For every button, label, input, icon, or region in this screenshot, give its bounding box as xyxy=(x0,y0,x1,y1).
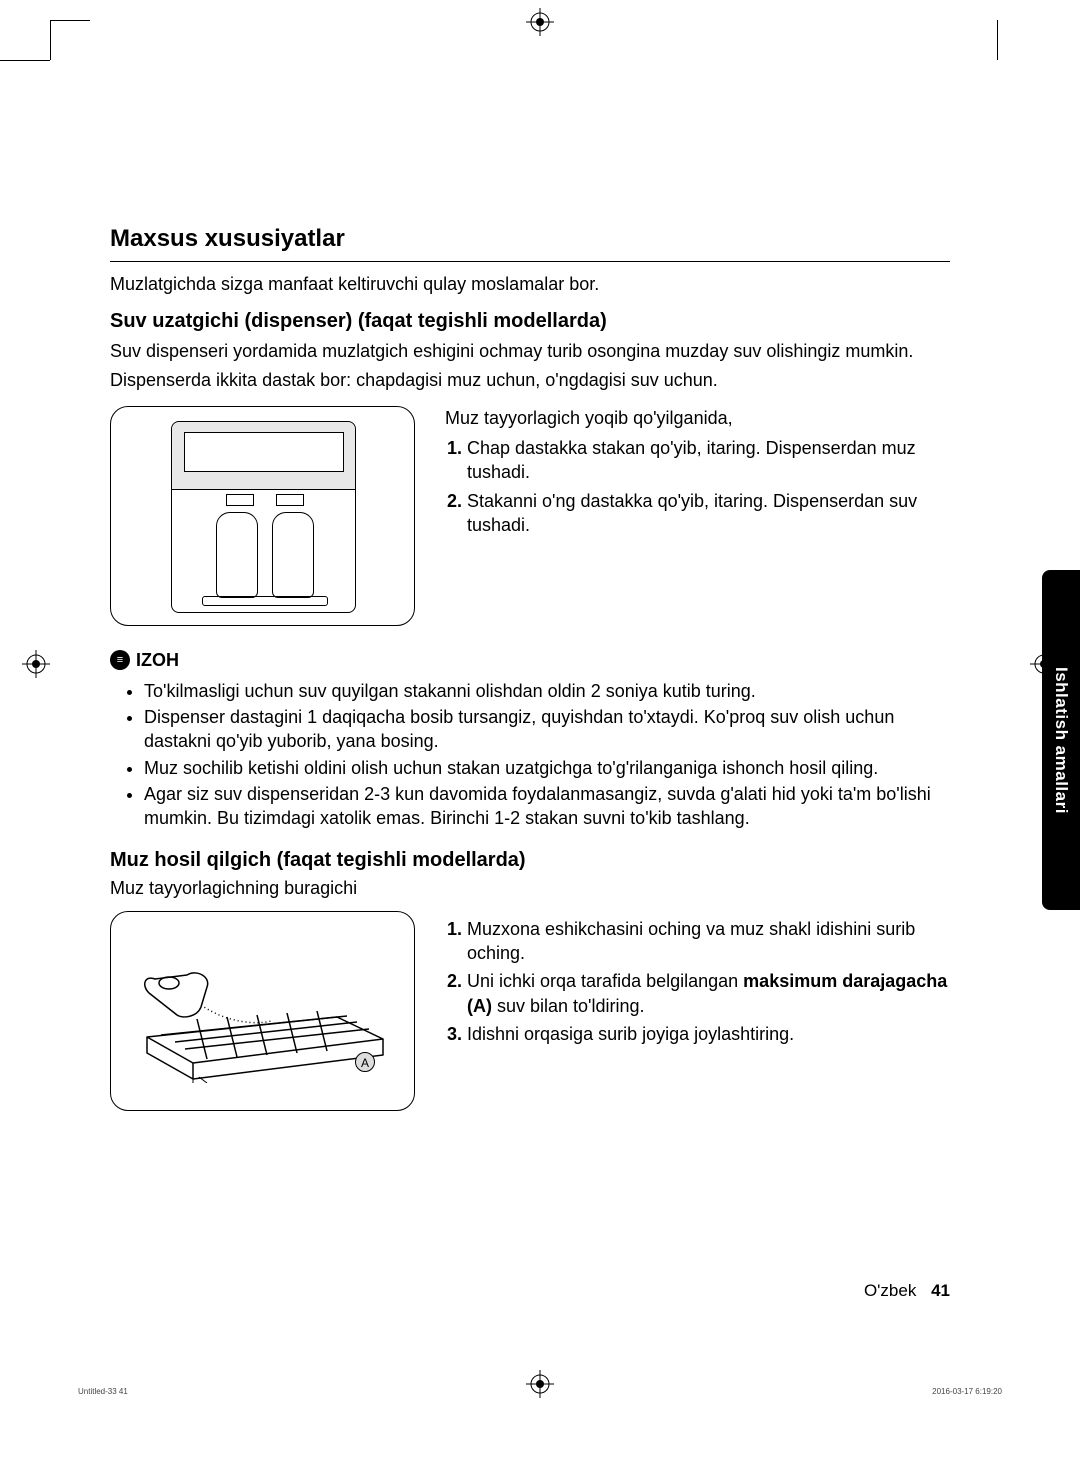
crop-mark xyxy=(50,20,90,60)
icemaker-heading: Muz hosil qilgich (faqat tegishli modell… xyxy=(110,849,950,872)
note-item: To'kilmasligi uchun suv quyilgan stakann… xyxy=(144,679,950,703)
dispenser-step-1: Chap dastakka stakan qo'yib, itaring. Di… xyxy=(467,436,950,485)
ice-tray-icon xyxy=(137,967,389,1083)
note-heading: ≡ IZOH xyxy=(110,650,950,671)
registration-mark-icon xyxy=(526,1370,554,1398)
registration-mark-icon xyxy=(526,8,554,36)
section-title: Maxsus xususiyatlar xyxy=(110,225,950,253)
icemaker-step-2: Uni ichki orqa tarafida belgilangan maks… xyxy=(467,969,950,1018)
note-icon: ≡ xyxy=(110,650,130,670)
note-list: To'kilmasligi uchun suv quyilgan stakann… xyxy=(110,679,950,831)
divider xyxy=(110,261,950,262)
note-item: Agar siz suv dispenseridan 2-3 kun davom… xyxy=(144,782,950,831)
icemaker-figure: A xyxy=(110,911,415,1111)
side-tab: Ishlatish amallari xyxy=(1042,570,1080,910)
note-item: Muz sochilib ketishi oldini olish uchun … xyxy=(144,756,950,780)
icemaker-sub: Muz tayyorlagichning buragichi xyxy=(110,878,950,899)
registration-mark-icon xyxy=(22,650,50,678)
print-meta-right: 2016-03-17 6:19:20 xyxy=(932,1387,1002,1396)
page-footer: O'zbek 41 xyxy=(864,1281,950,1301)
print-meta-left: Untitled-33 41 xyxy=(78,1387,128,1396)
step2-part-a: Uni ichki orqa tarafida belgilangan xyxy=(467,971,743,991)
dispenser-lead: Muz tayyorlagich yoqib qo'yilganida, xyxy=(445,406,950,430)
crop-mark xyxy=(982,20,998,60)
dispenser-p2: Dispenserda ikkita dastak bor: chapdagis… xyxy=(110,368,950,392)
dispenser-heading: Suv uzatgichi (dispenser) (faqat tegishl… xyxy=(110,310,950,333)
dispenser-steps: Muz tayyorlagich yoqib qo'yilganida, Cha… xyxy=(445,406,950,626)
step2-part-c: suv bilan to'ldiring. xyxy=(492,996,645,1016)
dispenser-step-2: Stakanni o'ng dastakka qo'yib, itaring. … xyxy=(467,489,950,538)
crop-mark xyxy=(0,60,50,61)
footer-language: O'zbek xyxy=(864,1281,916,1300)
note-label: IZOH xyxy=(136,650,179,671)
page-content: Maxsus xususiyatlar Muzlatgichda sizga m… xyxy=(110,225,950,1135)
dispenser-figure xyxy=(110,406,415,626)
section-intro: Muzlatgichda sizga manfaat keltiruvchi q… xyxy=(110,272,950,296)
note-item: Dispenser dastagini 1 daqiqacha bosib tu… xyxy=(144,705,950,754)
dispenser-p1: Suv dispenseri yordamida muzlatgich eshi… xyxy=(110,339,950,363)
icemaker-steps: Muzxona eshikchasini oching va muz shakl… xyxy=(445,911,950,1111)
marker-a: A xyxy=(355,1052,375,1072)
side-tab-label: Ishlatish amallari xyxy=(1051,667,1071,814)
icemaker-step-3: Idishni orqasiga surib joyiga joylashtir… xyxy=(467,1022,950,1046)
icemaker-step-1: Muzxona eshikchasini oching va muz shakl… xyxy=(467,917,950,966)
footer-page-number: 41 xyxy=(931,1281,950,1300)
